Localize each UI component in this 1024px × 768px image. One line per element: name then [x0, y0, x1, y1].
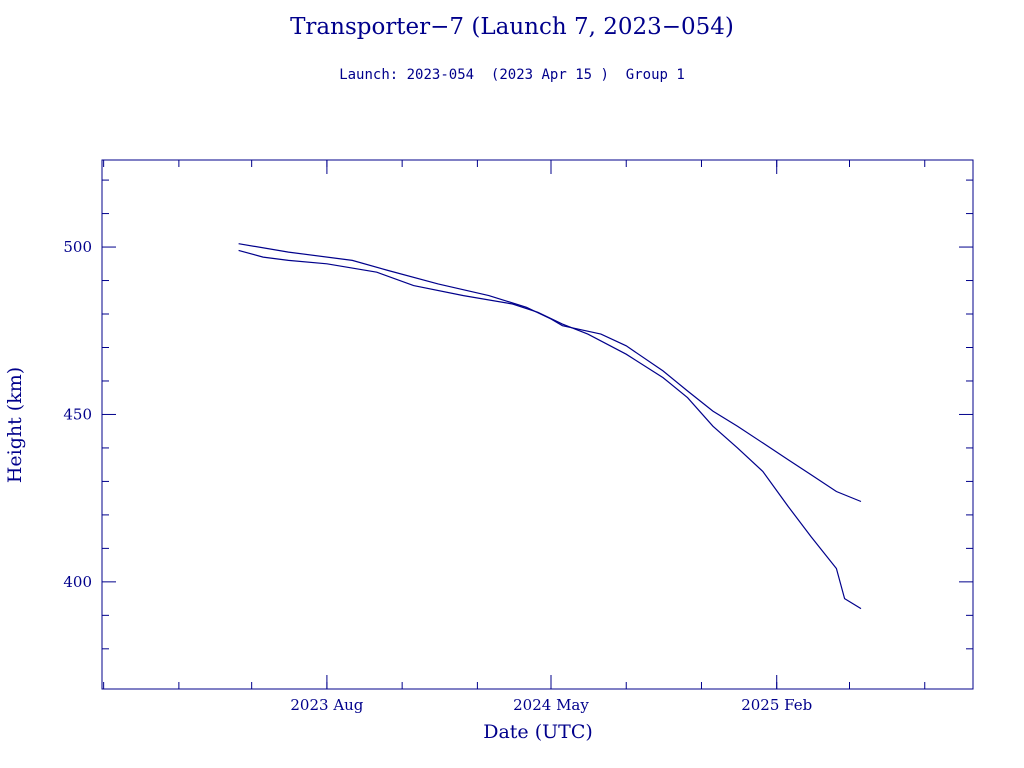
series-group — [238, 243, 862, 610]
x-tick-label: 2024 May — [513, 696, 589, 714]
x-tick-label: 2025 Feb — [741, 696, 812, 714]
series-line-1 — [238, 243, 862, 503]
y-tick-label: 500 — [63, 238, 92, 256]
x-tick-label: 2023 Aug — [290, 696, 363, 714]
chart-subtitle: Launch: 2023-054 (2023 Apr 15 ) Group 1 — [339, 67, 685, 83]
tick-labels: 2023 Aug 2024 May 2025 Feb 400 450 500 — [63, 238, 812, 714]
series-line-2 — [238, 249, 862, 610]
chart-title: Transporter−7 (Launch 7, 2023−054) — [290, 14, 734, 40]
y-tick-label: 450 — [63, 405, 92, 423]
y-axis-label: Height (km) — [4, 367, 26, 483]
y-tick-label: 400 — [63, 573, 92, 591]
plot-frame — [101, 159, 974, 690]
x-axis-label: Date (UTC) — [483, 721, 593, 743]
axis-ticks — [102, 160, 973, 689]
